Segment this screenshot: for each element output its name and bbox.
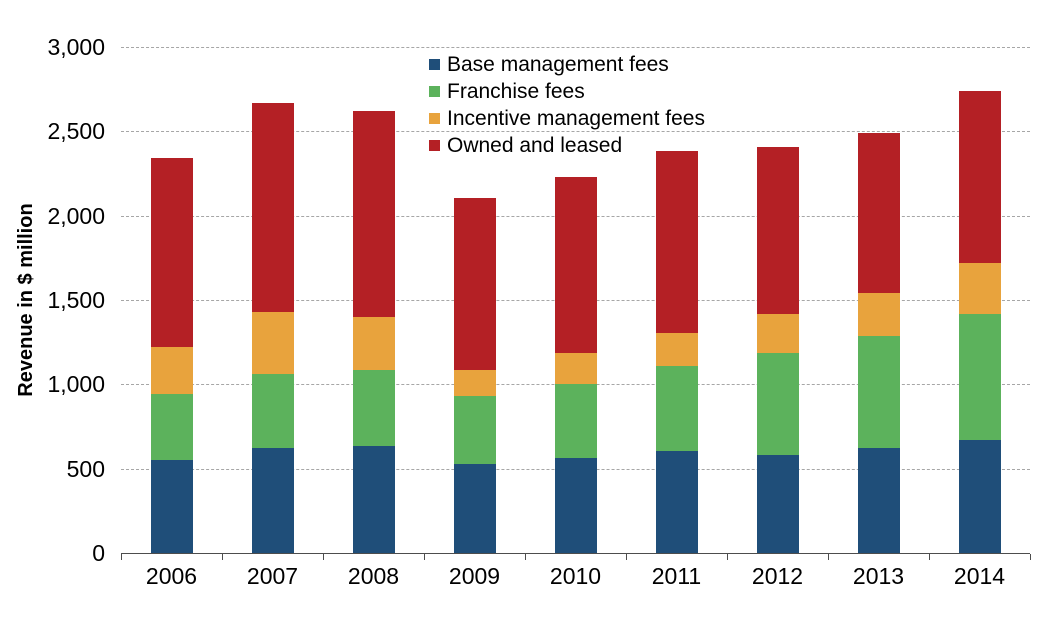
bar-segment-base-management-fees [857,448,900,553]
bar-segment-franchise-fees [251,374,294,449]
bar-segment-incentive-management-fees [756,313,799,353]
x-axis-tick [1030,554,1031,560]
bar-segment-franchise-fees [150,393,193,460]
x-axis-tick [323,554,324,560]
bar-segment-incentive-management-fees [352,317,395,370]
legend-item-label: Owned and leased [447,133,623,157]
x-axis-label: 2013 [852,563,905,589]
bar-segment-owned-and-leased [453,198,496,371]
bar-segment-owned-and-leased [251,103,294,313]
y-tick-label: 1,500 [47,287,105,313]
x-axis-label: 2012 [751,563,804,589]
y-tick-label: 500 [66,455,105,482]
x-axis-tick [727,554,728,560]
x-axis-tick [525,554,526,560]
bar-segment-incentive-management-fees [251,312,294,375]
bar-segment-base-management-fees [150,459,193,553]
bar-segment-franchise-fees [352,369,395,446]
bar-segment-base-management-fees [554,458,597,553]
y-tick-label: 0 [92,540,105,566]
bar-segment-franchise-fees [655,366,698,452]
bar-segment-base-management-fees [251,448,294,553]
bar-segment-franchise-fees [554,383,597,459]
legend-swatch-icon [429,59,440,70]
legend-item: Incentive management fees [429,105,705,132]
bar-segment-owned-and-leased [958,90,1001,264]
x-axis-label: 2008 [347,563,400,589]
legend-item-label: Incentive management fees [447,106,705,130]
legend-item: Franchise fees [429,78,705,105]
x-axis-tick [626,554,627,560]
plot-area [121,47,1030,554]
gridline [121,131,1030,133]
y-tick-label: 1,000 [47,371,105,398]
bar-segment-incentive-management-fees [958,263,1001,314]
bar-segment-base-management-fees [958,439,1001,553]
bar-segment-base-management-fees [352,445,395,553]
x-axis-tick [424,554,425,560]
legend-item: Owned and leased [429,132,705,159]
x-axis-tick [828,554,829,560]
gridline [121,47,1030,48]
bar-segment-owned-and-leased [857,132,900,293]
y-tick-label: 2,000 [47,202,105,229]
x-axis-label: 2006 [145,563,198,589]
bar-segment-incentive-management-fees [655,333,698,367]
legend-swatch-icon [429,113,440,124]
bar-segment-franchise-fees [756,352,799,456]
x-axis-tick [121,554,122,560]
x-axis-tick [222,554,223,560]
chart-legend: Base management fees Franchise fees Incent… [429,51,705,159]
bar-segment-owned-and-leased [655,150,698,334]
legend-item-label: Base management fees [447,52,669,76]
bar-segment-base-management-fees [453,463,496,553]
bar-segment-owned-and-leased [756,146,799,314]
bar-segment-owned-and-leased [554,176,597,354]
bar-segment-owned-and-leased [150,157,193,347]
bar-segment-base-management-fees [756,455,799,553]
x-axis-label: 2010 [549,563,602,589]
bar-segment-incentive-management-fees [857,292,900,336]
legend-swatch-icon [429,140,440,151]
bar-segment-owned-and-leased [352,111,395,318]
y-tick-label: 3,000 [47,34,105,60]
bar-segment-incentive-management-fees [554,353,597,384]
x-axis-label: 2007 [246,563,299,589]
legend-item-label: Franchise fees [447,79,585,103]
legend-item: Base management fees [429,51,705,78]
bar-segment-incentive-management-fees [150,346,193,394]
bar-segment-incentive-management-fees [453,370,496,397]
x-axis-label: 2011 [651,563,702,589]
legend-swatch-icon [429,86,440,97]
x-axis-label: 2014 [953,563,1006,589]
x-axis-tick [929,554,930,560]
bar-segment-franchise-fees [453,396,496,464]
x-axis-label: 2009 [448,563,501,589]
bar-segment-base-management-fees [655,451,698,553]
y-tick-label: 2,500 [47,118,105,145]
bar-segment-franchise-fees [857,335,900,449]
bar-segment-franchise-fees [958,314,1001,440]
